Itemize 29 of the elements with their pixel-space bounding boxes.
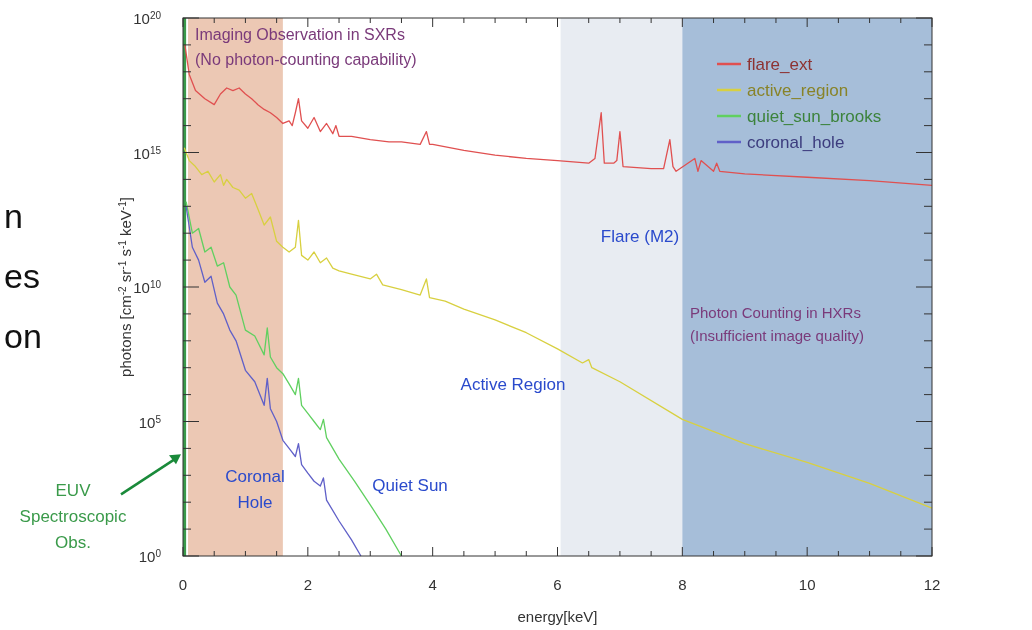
text: n — [4, 197, 23, 235]
x-tick-label: 8 — [678, 576, 687, 593]
line-series — [184, 44, 933, 187]
y-tick-label: 10$^{10}$ — [133, 278, 162, 296]
annotation: EUV Spectroscopic Obs. — [19, 481, 127, 553]
legend-label: coronal_hole — [747, 133, 845, 152]
legend-label: quiet_sun_brooks — [747, 107, 882, 126]
y-tick-label: 10$^{20}$ — [133, 9, 162, 27]
y-tick-label: 10$^{5}$ — [138, 413, 162, 431]
x-tick-label: 2 — [303, 576, 313, 593]
annotation: Active Region — [460, 375, 566, 394]
text: es — [4, 257, 40, 295]
annotation: Coronal Hole — [225, 467, 285, 513]
legend-label: active_region — [747, 81, 849, 100]
annotation: Quiet Sun — [372, 476, 448, 495]
text: on — [4, 317, 42, 355]
annotation: Flare (M2) — [600, 227, 680, 246]
x-tick-label: 0 — [178, 576, 188, 593]
y-tick-label: 10$^{15}$ — [133, 144, 162, 162]
y-tick-label: 10$^{0}$ — [138, 547, 162, 565]
annotation: Photon Counting in HXRs (Insufficient image quality) — [690, 304, 864, 345]
annotation: Imaging Observation in SXRs (No photon-counting capability) — [195, 26, 417, 68]
line-series — [185, 205, 362, 557]
x-tick-label: 6 — [553, 576, 562, 593]
x-tick-label: 12 — [923, 576, 941, 593]
x-tick-label: 10 — [798, 576, 816, 593]
x-axis-title: energy[keV] — [517, 608, 598, 625]
legend-label: flare_ext — [747, 55, 813, 74]
x-tick-label: 4 — [428, 576, 437, 593]
